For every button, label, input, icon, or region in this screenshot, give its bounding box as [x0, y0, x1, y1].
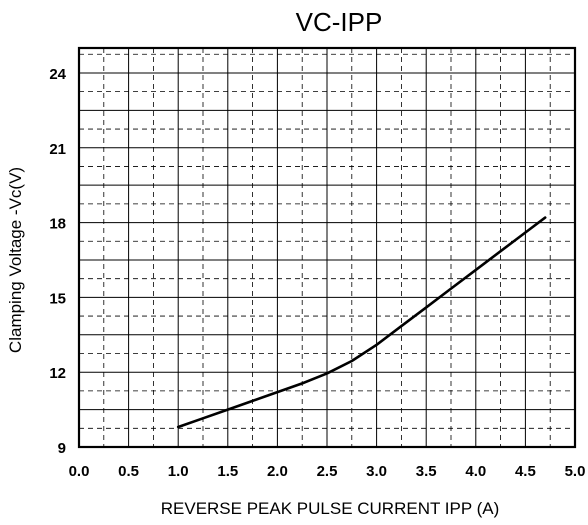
x-tick-labels: 0.0 0.5 1.0 1.5 2.0 2.5 3.0 3.5 4.0 4.5 5.0 [69, 463, 586, 480]
y-tick-label: 21 [49, 141, 66, 158]
x-tick-label: 0.0 [69, 463, 90, 480]
x-tick-label: 1.0 [168, 463, 189, 480]
y-axis-label: Clamping Voltage -Vc(V) [6, 167, 25, 353]
chart-title: VC-IPP [296, 7, 383, 37]
x-axis-label: REVERSE PEAK PULSE CURRENT IPP (A) [161, 499, 500, 518]
y-tick-label: 18 [49, 216, 66, 233]
series-layer [176, 216, 547, 429]
x-tick-label: 3.5 [416, 463, 437, 480]
x-tick-label: 4.5 [515, 463, 536, 480]
y-tick-label: 12 [49, 365, 66, 382]
x-tick-label: 1.5 [217, 463, 238, 480]
y-tick-label: 9 [58, 440, 66, 457]
x-tick-label: 5.0 [565, 463, 586, 480]
x-tick-label: 4.0 [465, 463, 486, 480]
x-tick-label: 2.0 [267, 463, 288, 480]
grid [78, 48, 576, 448]
y-tick-label: 24 [49, 66, 66, 83]
series-line [176, 216, 547, 429]
x-tick-label: 3.0 [366, 463, 387, 480]
y-tick-label: 15 [49, 290, 66, 307]
y-tick-labels: 9 12 15 18 21 24 [49, 66, 66, 457]
x-tick-label: 0.5 [118, 463, 139, 480]
x-tick-label: 2.5 [317, 463, 338, 480]
plot-frame [77, 46, 577, 449]
